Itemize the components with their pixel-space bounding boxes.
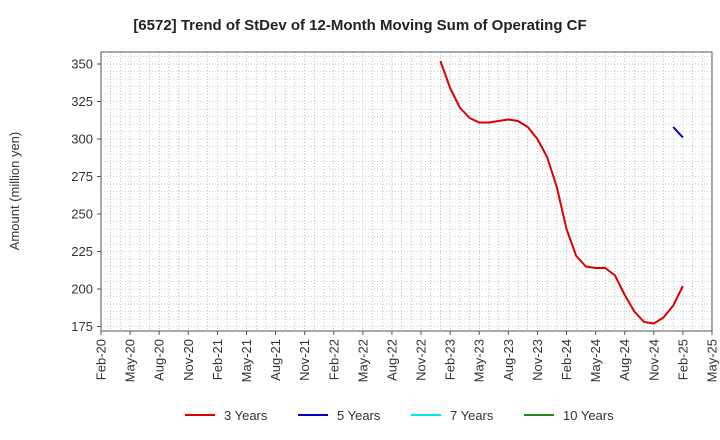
y-tick-label: 175: [71, 319, 93, 334]
x-tick-label: Aug-24: [617, 339, 632, 381]
chart-title: [6572] Trend of StDev of 12-Month Moving…: [133, 17, 586, 34]
series-line-3-years: [439, 60, 684, 325]
x-tick-label: Nov-20: [181, 339, 196, 381]
y-tick-label: 250: [71, 207, 93, 222]
y-tick-label: 300: [71, 132, 93, 147]
x-tick-label: Feb-24: [559, 339, 574, 380]
y-axis-label: Amount (million yen): [7, 132, 22, 251]
x-tick-label: Nov-23: [530, 339, 545, 381]
x-tick-label: Feb-20: [94, 339, 109, 380]
series-line-5-years: [672, 126, 684, 139]
y-tick-label: 225: [71, 244, 93, 259]
x-tick-label: Aug-23: [501, 339, 516, 381]
x-tick-label: May-23: [472, 339, 487, 382]
legend-label: 3 Years: [224, 408, 268, 423]
x-tick-label: Aug-22: [384, 339, 399, 381]
x-tick-label: Aug-20: [152, 339, 167, 381]
x-tick-label: Nov-24: [646, 339, 661, 381]
legend-label: 10 Years: [563, 408, 614, 423]
x-tick-label: Aug-21: [268, 339, 283, 381]
x-tick-label: May-25: [705, 339, 720, 382]
series-lines: [439, 60, 684, 325]
legend-label: 5 Years: [337, 408, 381, 423]
x-tick-label: May-20: [123, 339, 138, 382]
x-tick-label: May-24: [588, 339, 603, 382]
x-tick-label: May-21: [239, 339, 254, 382]
y-tick-label: 325: [71, 94, 93, 109]
x-tick-label: Feb-21: [210, 339, 225, 380]
grid: [101, 52, 712, 331]
x-tick-label: May-22: [355, 339, 370, 382]
y-tick-label: 275: [71, 169, 93, 184]
y-axis-ticks: 175 200 225 250 275 300 325 350: [71, 57, 101, 334]
y-tick-label: 350: [71, 57, 93, 72]
y-tick-label: 200: [71, 282, 93, 297]
legend-label: 7 Years: [450, 408, 494, 423]
plot-frame: [100, 51, 713, 332]
x-tick-label: Feb-22: [326, 339, 341, 380]
x-tick-label: Nov-22: [414, 339, 429, 381]
x-tick-label: Nov-21: [297, 339, 312, 381]
legend: 3 Years 5 Years 7 Years 10 Years: [185, 408, 614, 423]
x-axis-ticks: Feb-20 May-20 Aug-20 Nov-20 Feb-21 May-21 Aug-…: [94, 331, 720, 382]
x-tick-label: Feb-25: [675, 339, 690, 380]
x-tick-label: Feb-23: [443, 339, 458, 380]
